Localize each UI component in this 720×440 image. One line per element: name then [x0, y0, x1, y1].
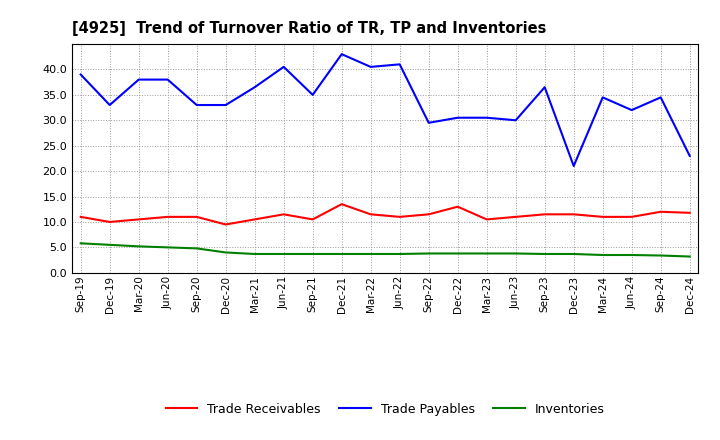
Inventories [251, 251, 259, 257]
Legend: Trade Receivables, Trade Payables, Inventories: Trade Receivables, Trade Payables, Inven… [161, 398, 610, 421]
Inventories [338, 251, 346, 257]
Trade Receivables [251, 217, 259, 222]
Trade Payables [251, 84, 259, 90]
Trade Payables [221, 103, 230, 108]
Trade Receivables [482, 217, 491, 222]
Trade Receivables [76, 214, 85, 220]
Inventories [482, 251, 491, 256]
Trade Receivables [541, 212, 549, 217]
Trade Payables [76, 72, 85, 77]
Trade Payables [598, 95, 607, 100]
Trade Receivables [454, 204, 462, 209]
Trade Payables [308, 92, 317, 98]
Trade Payables [366, 64, 375, 70]
Inventories [454, 251, 462, 256]
Trade Receivables [279, 212, 288, 217]
Inventories [541, 251, 549, 257]
Trade Payables [482, 115, 491, 121]
Trade Receivables [395, 214, 404, 220]
Inventories [163, 245, 172, 250]
Inventories [395, 251, 404, 257]
Trade Receivables [192, 214, 201, 220]
Trade Payables [685, 153, 694, 158]
Trade Receivables [163, 214, 172, 220]
Trade Receivables [338, 202, 346, 207]
Trade Payables [192, 103, 201, 108]
Trade Payables [657, 95, 665, 100]
Inventories [135, 244, 143, 249]
Trade Receivables [135, 217, 143, 222]
Inventories [279, 251, 288, 257]
Inventories [76, 241, 85, 246]
Trade Payables [279, 64, 288, 70]
Trade Receivables [511, 214, 520, 220]
Trade Receivables [366, 212, 375, 217]
Inventories [424, 251, 433, 256]
Line: Trade Payables: Trade Payables [81, 54, 690, 166]
Inventories [627, 253, 636, 258]
Inventories [685, 254, 694, 259]
Trade Receivables [657, 209, 665, 214]
Trade Receivables [308, 217, 317, 222]
Trade Receivables [221, 222, 230, 227]
Trade Payables [163, 77, 172, 82]
Trade Payables [395, 62, 404, 67]
Trade Payables [541, 84, 549, 90]
Trade Payables [627, 107, 636, 113]
Trade Payables [511, 117, 520, 123]
Trade Payables [570, 163, 578, 169]
Trade Receivables [598, 214, 607, 220]
Trade Receivables [105, 219, 114, 224]
Inventories [598, 253, 607, 258]
Inventories [308, 251, 317, 257]
Inventories [105, 242, 114, 247]
Trade Payables [454, 115, 462, 121]
Trade Receivables [627, 214, 636, 220]
Inventories [570, 251, 578, 257]
Trade Receivables [424, 212, 433, 217]
Trade Receivables [685, 210, 694, 216]
Inventories [366, 251, 375, 257]
Inventories [511, 251, 520, 256]
Trade Payables [424, 120, 433, 125]
Inventories [657, 253, 665, 258]
Line: Inventories: Inventories [81, 243, 690, 257]
Trade Payables [135, 77, 143, 82]
Line: Trade Receivables: Trade Receivables [81, 204, 690, 224]
Trade Receivables [570, 212, 578, 217]
Text: [4925]  Trend of Turnover Ratio of TR, TP and Inventories: [4925] Trend of Turnover Ratio of TR, TP… [72, 21, 546, 36]
Inventories [192, 246, 201, 251]
Trade Payables [338, 51, 346, 57]
Trade Payables [105, 103, 114, 108]
Inventories [221, 250, 230, 255]
